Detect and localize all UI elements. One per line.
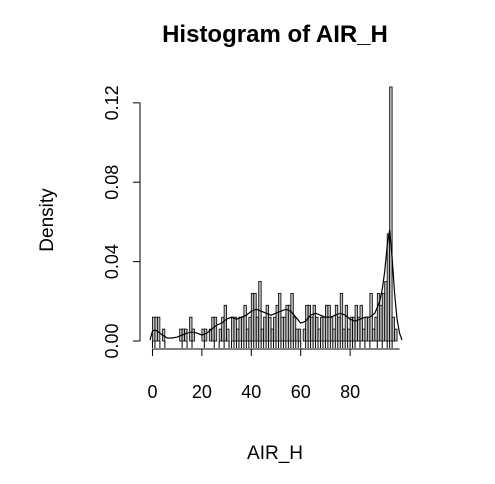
y-tick-label: 0.04	[102, 244, 122, 279]
histogram-bar	[394, 328, 398, 342]
histogram-bar	[203, 328, 208, 342]
histogram-bar	[297, 328, 302, 342]
histogram-bars	[152, 86, 398, 342]
y-axis-ticks: 0.00 0.04 0.08 0.12	[102, 85, 140, 359]
histogram-bar	[344, 304, 349, 342]
x-axis-label: AIR_H	[247, 443, 303, 464]
x-tick-label: 80	[340, 382, 360, 402]
chart-title: Histogram of AIR_H	[162, 21, 388, 48]
histogram-bar	[213, 316, 218, 342]
rug-marks	[151, 341, 393, 348]
x-axis-ticks: 0 20 40 60 80	[147, 349, 360, 402]
y-tick-label: 0.12	[102, 85, 122, 120]
histogram-bar	[184, 328, 188, 342]
histogram-bar	[191, 328, 195, 342]
histogram-bar	[243, 304, 247, 342]
y-tick-label: 0.00	[102, 323, 122, 358]
histogram-bar	[389, 86, 393, 342]
y-tick-label: 0.08	[102, 165, 122, 200]
x-tick-label: 0	[147, 382, 157, 402]
histogram-bar	[157, 316, 161, 342]
y-axis-label: Density	[37, 188, 58, 252]
histogram-bar	[359, 304, 363, 342]
x-tick-label: 40	[241, 382, 261, 402]
x-tick-label: 20	[192, 382, 212, 402]
histogram-bar	[226, 328, 230, 342]
density-curve	[149, 229, 403, 341]
histogram-bar	[223, 304, 227, 342]
x-tick-label: 60	[291, 382, 311, 402]
histogram-bar	[339, 292, 344, 342]
